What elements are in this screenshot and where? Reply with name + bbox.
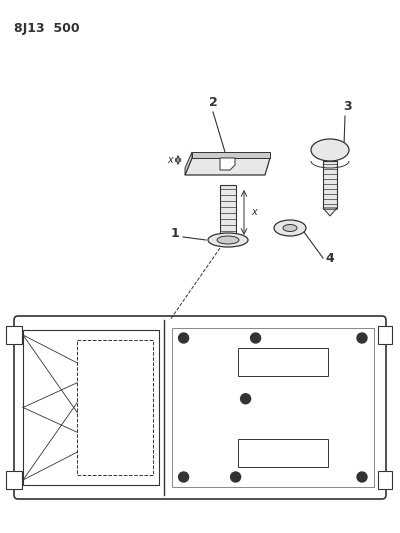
- Polygon shape: [323, 208, 337, 216]
- Circle shape: [241, 394, 250, 404]
- Circle shape: [357, 472, 367, 482]
- Polygon shape: [185, 152, 192, 175]
- Bar: [172, 328, 374, 487]
- Circle shape: [250, 333, 261, 343]
- Ellipse shape: [283, 224, 297, 231]
- Text: 8J13  500: 8J13 500: [14, 22, 80, 35]
- Ellipse shape: [311, 139, 349, 161]
- Ellipse shape: [217, 236, 239, 244]
- Circle shape: [178, 472, 189, 482]
- Bar: [238, 348, 328, 376]
- Circle shape: [178, 333, 189, 343]
- Bar: [220, 185, 236, 240]
- Bar: [23, 330, 158, 485]
- Bar: [6, 471, 22, 489]
- Bar: [238, 439, 328, 467]
- Polygon shape: [192, 152, 270, 158]
- Bar: [6, 326, 22, 344]
- Polygon shape: [220, 158, 235, 170]
- Circle shape: [357, 333, 367, 343]
- Ellipse shape: [208, 233, 248, 247]
- Bar: [378, 471, 392, 489]
- Text: 2: 2: [209, 96, 217, 109]
- Ellipse shape: [274, 220, 306, 236]
- Text: x: x: [167, 155, 173, 165]
- Bar: [378, 326, 392, 344]
- Bar: [77, 340, 153, 475]
- Text: 3: 3: [344, 100, 352, 113]
- Circle shape: [230, 472, 241, 482]
- Text: 1: 1: [171, 227, 179, 240]
- Bar: [323, 161, 337, 208]
- Polygon shape: [185, 158, 270, 175]
- Text: x: x: [251, 207, 257, 217]
- Text: 4: 4: [326, 252, 334, 265]
- FancyBboxPatch shape: [14, 316, 386, 499]
